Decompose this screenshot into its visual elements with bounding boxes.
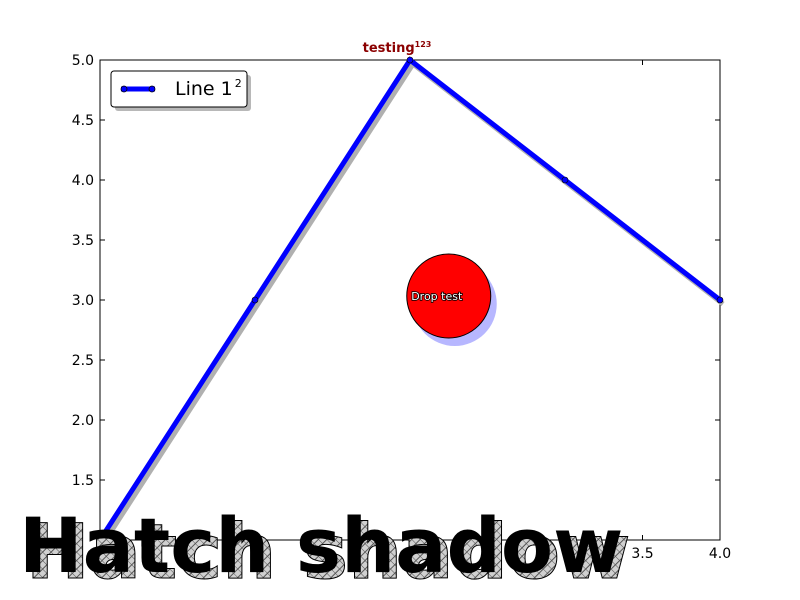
data-point — [561, 176, 569, 184]
x-tick-label: 4.0 — [709, 546, 731, 562]
chart-title-superscript: 123 — [415, 40, 432, 49]
y-tick-label: 4.5 — [72, 113, 94, 129]
legend-marker — [120, 85, 128, 93]
chart-title-text: testing — [363, 41, 415, 56]
chart-title: testing123 — [363, 40, 432, 56]
legend-entry-superscript: 2 — [235, 77, 242, 90]
legend-marker — [148, 85, 156, 93]
drop-test-circle — [406, 253, 492, 339]
legend-entry-line-1: Line 1 — [175, 78, 233, 100]
series-line-1 — [96, 56, 725, 546]
y-tick-label: 5.0 — [72, 53, 94, 69]
hatch-shadow-annotation: Hatch shadow Hatch shadow — [19, 501, 631, 597]
data-point — [716, 296, 724, 304]
svg-text:Line 12: Line 12 — [175, 77, 242, 100]
drop-test-label: Drop test — [411, 290, 463, 303]
y-tick-label: 1.5 — [72, 473, 94, 489]
hatch-shadow-shadow: Hatch shadow — [26, 507, 630, 596]
y-tick-label: 3.5 — [72, 233, 94, 249]
data-point — [406, 56, 414, 64]
y-tick-label: 2.0 — [72, 413, 94, 429]
x-tick-label: 3.5 — [631, 546, 653, 562]
y-axis: 1.5 2.0 2.5 3.0 3.5 4.0 4.5 5.0 — [72, 53, 720, 489]
data-point — [251, 296, 259, 304]
svg-text:testing123: testing123 — [363, 40, 432, 56]
y-tick-label: 4.0 — [72, 173, 94, 189]
x-axis: 3.5 4.0 — [631, 60, 731, 562]
data-point — [96, 536, 104, 544]
y-tick-label: 2.5 — [72, 353, 94, 369]
legend-box — [110, 70, 248, 108]
hatch-shadow-label: Hatch shadow — [19, 501, 623, 590]
drop-test-annotation: Drop test — [406, 253, 497, 346]
y-tick-label: 3.0 — [72, 293, 94, 309]
